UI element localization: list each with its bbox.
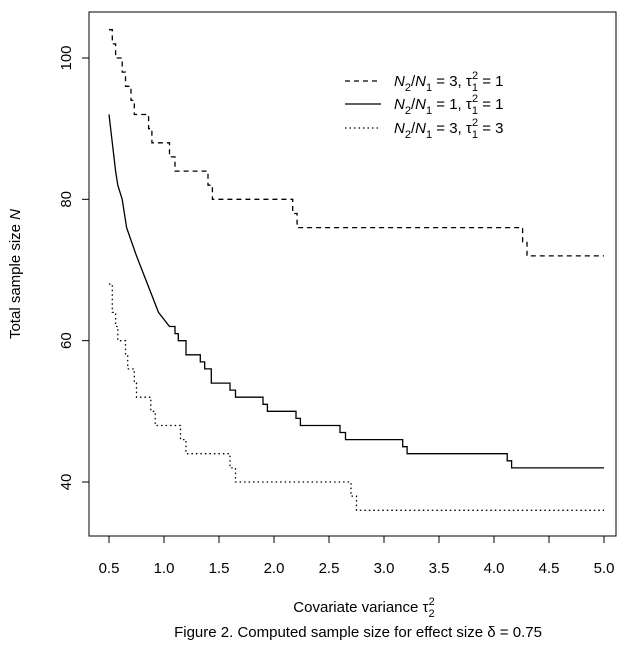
plot-frame bbox=[88, 11, 617, 537]
x-tick-label: 4.5 bbox=[539, 560, 560, 577]
series-line-solid bbox=[108, 114, 604, 469]
x-tick-label: 1.0 bbox=[154, 560, 175, 577]
x-tick-label: 2.5 bbox=[319, 560, 340, 577]
x-axis: 0.5 1.0 1.5 2.0 2.5 3.0 3.5 4.0 4.5 5.0 bbox=[99, 536, 615, 577]
series-layer bbox=[108, 29, 604, 511]
legend-label-1: N2/N1 = 3, τ12 = 1 bbox=[394, 70, 504, 94]
y-axis-label: Total sample size N bbox=[7, 209, 24, 339]
x-tick-label: 4.0 bbox=[484, 560, 505, 577]
x-axis-label: Covariate variance τ22 bbox=[293, 596, 434, 620]
y-tick-label: 100 bbox=[58, 45, 75, 70]
x-tick-label: 3.5 bbox=[429, 560, 450, 577]
x-tick-label: 5.0 bbox=[594, 560, 615, 577]
x-tick-label: 1.5 bbox=[209, 560, 230, 577]
y-tick-label: 80 bbox=[58, 191, 75, 208]
series-line-dotted bbox=[109, 283, 604, 511]
series-line-dashed bbox=[109, 29, 604, 257]
x-tick-label: 2.0 bbox=[264, 560, 285, 577]
figure-caption: Figure 2. Computed sample size for effec… bbox=[174, 624, 542, 641]
x-tick-label: 3.0 bbox=[374, 560, 395, 577]
x-tick-label: 0.5 bbox=[99, 560, 120, 577]
legend-label-3: N2/N1 = 3, τ12 = 3 bbox=[394, 117, 504, 141]
legend-label-2: N2/N1 = 1, τ12 = 1 bbox=[394, 93, 504, 117]
y-axis: 40 60 80 100 bbox=[58, 45, 89, 490]
legend: N2/N1 = 3, τ12 = 1 N2/N1 = 1, τ12 = 1 N2… bbox=[345, 70, 504, 141]
y-tick-label: 40 bbox=[58, 474, 75, 491]
y-tick-label: 60 bbox=[58, 332, 75, 349]
